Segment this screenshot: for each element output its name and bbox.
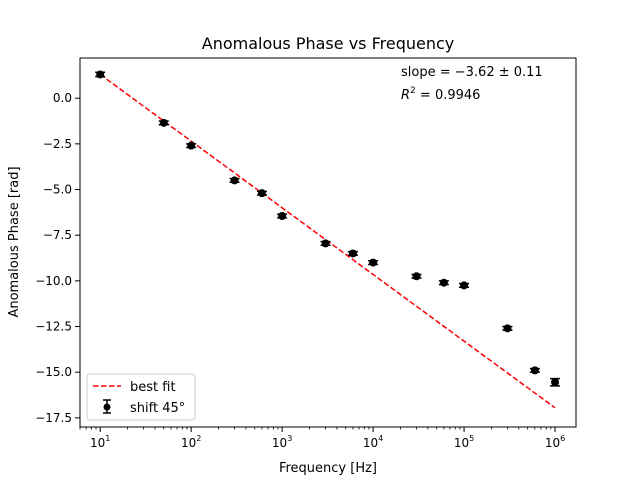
point-marker-2 xyxy=(187,141,196,150)
y-tick-label-0: 0.0 xyxy=(53,91,72,105)
y-tick-label-4: −10.0 xyxy=(35,274,72,288)
x-axis: 101 102 103 104 105 106 xyxy=(79,427,565,450)
y-tick-label-5: −12.5 xyxy=(35,320,72,334)
legend-points-swatch xyxy=(103,399,111,414)
data-point-14 xyxy=(550,377,561,387)
point-marker-1 xyxy=(159,118,168,127)
data-point-12 xyxy=(502,324,513,333)
slope-prefix: slope xyxy=(401,65,436,80)
x-axis-label: Frequency [Hz] xyxy=(279,461,377,476)
point-marker-8 xyxy=(369,258,378,267)
x-tick-label-4: 105 xyxy=(454,434,474,450)
slope-value: = −3.62 ± 0.11 xyxy=(436,65,543,80)
point-marker-10 xyxy=(439,278,448,287)
fit-annotation: slope = −3.62 ± 0.11 R2 = 0.9946 xyxy=(401,65,543,103)
x-tick-label-0: 101 xyxy=(90,434,110,450)
r2-value: = 0.9946 xyxy=(416,88,481,103)
y-tick-label-1: −2.5 xyxy=(43,137,72,151)
y-tick-label-2: −5.0 xyxy=(43,183,72,197)
r2-base: R xyxy=(401,88,410,103)
point-marker-6 xyxy=(321,239,330,248)
legend-points-label: shift 45° xyxy=(130,401,185,416)
r2-annotation: R2 = 0.9946 xyxy=(401,86,480,103)
point-marker-4 xyxy=(257,189,266,198)
r2-exp: 2 xyxy=(410,86,416,96)
data-point-9 xyxy=(411,272,422,281)
data-point-0 xyxy=(95,70,106,79)
data-point-4 xyxy=(256,189,267,198)
x-tick-label-3: 104 xyxy=(363,434,383,450)
point-marker-0 xyxy=(96,70,105,79)
x-tick-label-5: 106 xyxy=(545,434,565,450)
point-marker-11 xyxy=(460,281,469,290)
y-axis: 0.0 −2.5 −5.0 −7.5 −10.0 −12.5 −15.0 −17.5 xyxy=(35,91,80,425)
chart-title: Anomalous Phase vs Frequency xyxy=(202,34,454,53)
data-point-6 xyxy=(320,239,331,248)
plot-area xyxy=(79,57,577,428)
x-tick-label-2: 103 xyxy=(272,434,292,450)
point-marker-13 xyxy=(530,366,539,375)
point-marker-9 xyxy=(412,272,421,281)
data-point-3 xyxy=(229,176,240,185)
data-point-7 xyxy=(347,249,358,258)
data-point-10 xyxy=(438,278,449,287)
data-point-5 xyxy=(277,212,288,221)
slope-annotation: slope = −3.62 ± 0.11 xyxy=(401,65,543,80)
y-axis-label: Anomalous Phase [rad] xyxy=(7,166,22,317)
legend: best fit shift 45° xyxy=(86,373,196,421)
data-point-8 xyxy=(368,258,379,267)
point-marker-14 xyxy=(551,378,560,387)
data-point-11 xyxy=(459,281,470,290)
point-marker-5 xyxy=(278,212,287,221)
data-point-13 xyxy=(529,366,540,375)
x-tick-label-1: 102 xyxy=(181,434,201,450)
data-points-layer xyxy=(95,70,561,387)
y-tick-label-3: −7.5 xyxy=(43,228,72,242)
point-marker-3 xyxy=(230,176,239,185)
data-point-2 xyxy=(186,141,197,150)
data-point-1 xyxy=(158,118,169,127)
point-marker-12 xyxy=(503,324,512,333)
point-marker-7 xyxy=(348,249,357,258)
y-tick-label-6: −15.0 xyxy=(35,365,72,379)
legend-fit-label: best fit xyxy=(130,380,176,395)
y-tick-label-7: −17.5 xyxy=(35,411,72,425)
